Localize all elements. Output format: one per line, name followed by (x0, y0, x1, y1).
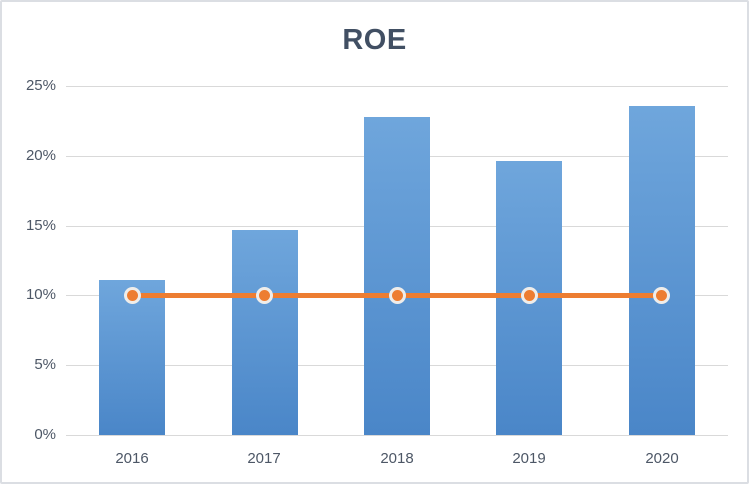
line-marker-2016 (124, 287, 141, 304)
line-marker-2020 (653, 287, 670, 304)
bar-2020 (629, 106, 695, 435)
gridline-25pct (66, 86, 728, 87)
x-axis-tick-label: 2018 (380, 450, 414, 467)
gridline-0pct (66, 435, 728, 436)
y-axis-tick-label: 15% (25, 217, 56, 234)
bar-2016 (99, 280, 165, 435)
line-marker-2019 (521, 287, 538, 304)
line-marker-2017 (256, 287, 273, 304)
bar-2018 (364, 117, 430, 435)
x-axis-tick-label: 2020 (645, 450, 679, 467)
x-axis-tick-label: 2017 (247, 450, 281, 467)
x-axis-tick-label: 2019 (512, 450, 546, 467)
chart-title: ROE (342, 24, 407, 56)
y-axis-tick-label: 20% (25, 147, 56, 164)
x-axis-tick-label: 2016 (115, 450, 149, 467)
y-axis-tick-label: 25% (25, 77, 56, 94)
line-marker-2018 (389, 287, 406, 304)
bar-2017 (232, 230, 298, 435)
y-axis-tick-label: 5% (34, 356, 56, 373)
y-axis-tick-label: 10% (25, 286, 56, 303)
y-axis-tick-label: 0% (34, 426, 56, 443)
